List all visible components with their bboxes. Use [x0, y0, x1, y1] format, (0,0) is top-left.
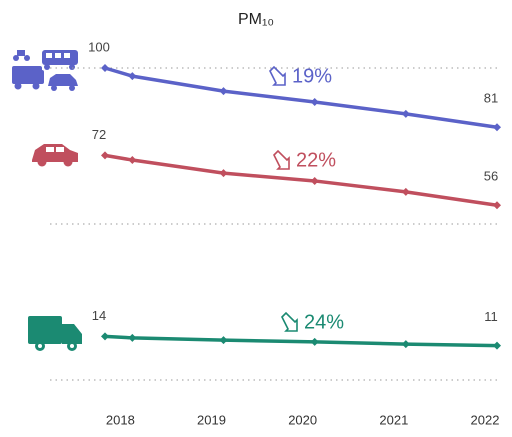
truck-icon: [28, 316, 82, 351]
x-tick-label: 2022: [471, 412, 500, 427]
point: [401, 109, 410, 118]
trend-arrow: [273, 149, 290, 170]
point: [128, 156, 137, 165]
data-label: 81: [484, 91, 498, 106]
chart-title: PM₁₀: [238, 11, 274, 28]
trend-arrow: [281, 311, 298, 332]
trend-arrow: [269, 65, 286, 86]
x-tick-label: 2018: [106, 412, 135, 427]
point: [128, 333, 137, 342]
data-label: 100: [88, 39, 110, 54]
mixed-vehicles-icon: [12, 50, 78, 91]
point: [101, 151, 109, 160]
point: [219, 336, 228, 345]
data-label: 56: [484, 169, 498, 184]
point: [101, 332, 109, 341]
data-label: 11: [484, 309, 498, 324]
point: [219, 87, 228, 96]
series-line: [104, 153, 498, 208]
point: [493, 341, 501, 350]
point: [219, 169, 228, 178]
arrow-shape: [269, 65, 286, 86]
data-label: 14: [92, 308, 106, 323]
point: [401, 187, 410, 196]
car-icon: [32, 144, 78, 167]
point: [101, 64, 109, 72]
point: [310, 337, 319, 346]
annotation: 19%: [292, 65, 332, 87]
arrow-shape: [281, 311, 298, 332]
point: [128, 72, 137, 81]
point: [310, 176, 319, 185]
point: [401, 340, 410, 349]
x-tick-label: 2020: [288, 412, 317, 427]
series-line: [104, 334, 498, 348]
point: [310, 98, 319, 107]
annotation: 24%: [304, 311, 344, 333]
x-tick-label: 2019: [197, 412, 226, 427]
data-label: 72: [92, 127, 106, 142]
point: [493, 201, 501, 210]
x-tick-label: 2021: [379, 412, 408, 427]
arrow-shape: [273, 149, 290, 170]
series-line: [104, 66, 498, 130]
point: [493, 123, 501, 132]
annotation: 22%: [296, 149, 336, 171]
